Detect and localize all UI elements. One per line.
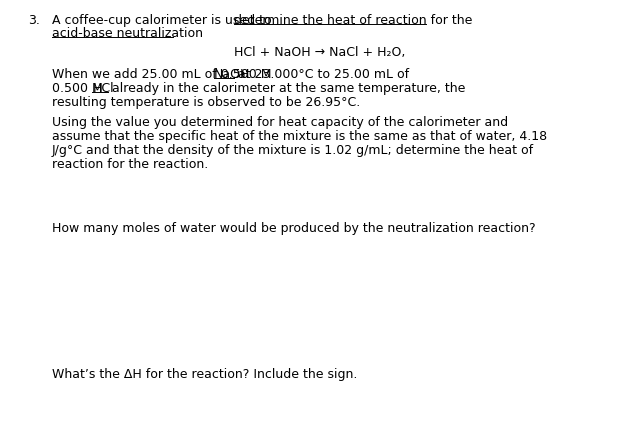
Text: determine the heat of reaction for the: determine the heat of reaction for the [234,14,472,27]
Text: HCl: HCl [93,82,114,95]
Text: A coffee-cup calorimeter is used to: A coffee-cup calorimeter is used to [52,14,275,27]
Text: acid-base neutralization: acid-base neutralization [52,27,203,40]
Text: at 23.000°C to 25.00 mL of: at 23.000°C to 25.00 mL of [234,68,409,81]
Text: already in the calorimeter at the same temperature, the: already in the calorimeter at the same t… [107,82,465,95]
Text: reaction for the reaction.: reaction for the reaction. [52,158,208,171]
Text: J/g°C and that the density of the mixture is 1.02 g/mL; determine the heat of: J/g°C and that the density of the mixtur… [52,144,534,157]
Text: assume that the specific heat of the mixture is the same as that of water, 4.18: assume that the specific heat of the mix… [52,130,547,143]
Text: What’s the ΔH for the reaction? Include the sign.: What’s the ΔH for the reaction? Include … [52,368,357,381]
Text: NaOH: NaOH [213,68,250,81]
Text: 0.500 M: 0.500 M [52,82,107,95]
Text: resulting temperature is observed to be 26.95°C.: resulting temperature is observed to be … [52,96,360,109]
Text: How many moles of water would be produced by the neutralization reaction?: How many moles of water would be produce… [52,222,535,235]
Text: Using the value you determined for heat capacity of the calorimeter and: Using the value you determined for heat … [52,116,508,129]
Text: 3.: 3. [28,14,40,27]
Text: HCl + NaOH → NaCl + H₂O,: HCl + NaOH → NaCl + H₂O, [234,46,405,59]
Text: When we add 25.00 mL of 0.500 M: When we add 25.00 mL of 0.500 M [52,68,275,81]
